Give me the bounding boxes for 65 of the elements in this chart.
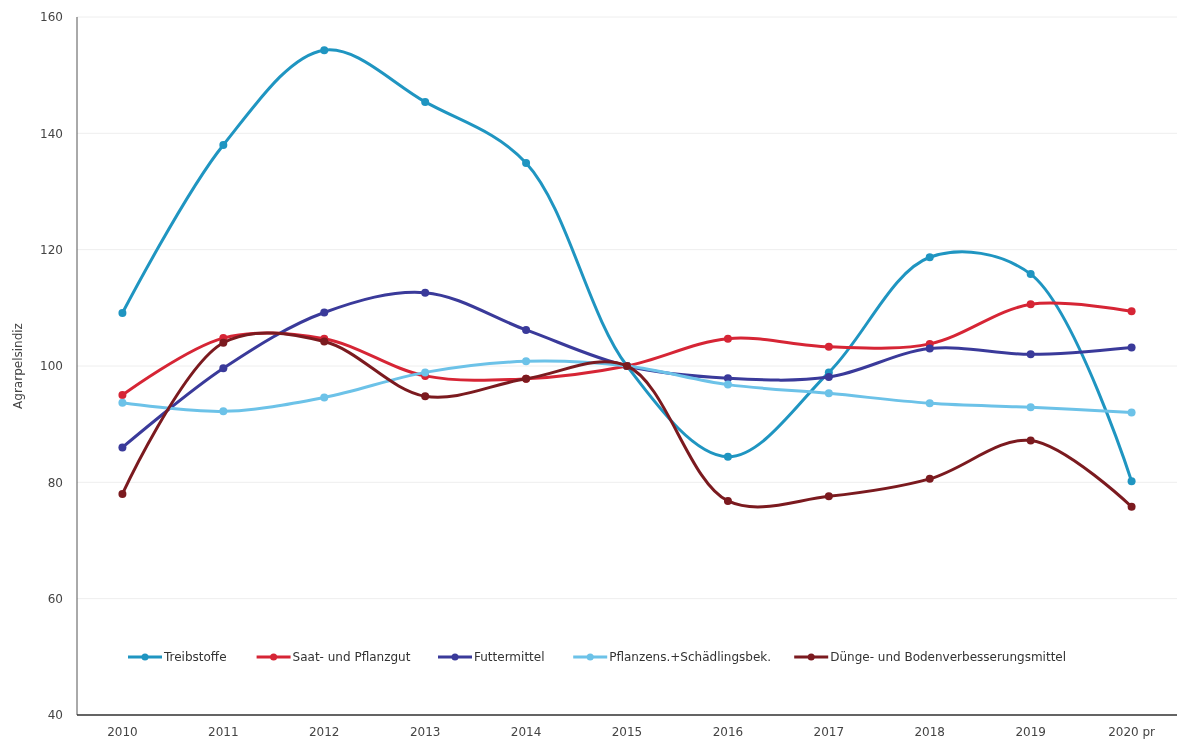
point xyxy=(925,344,934,353)
point xyxy=(723,452,732,461)
point xyxy=(925,474,934,483)
point xyxy=(522,357,531,366)
point xyxy=(219,338,228,347)
legend-label: Saat- und Pflanzgut xyxy=(292,650,411,665)
point xyxy=(1026,436,1035,445)
point xyxy=(118,398,127,407)
point xyxy=(1026,350,1035,359)
point xyxy=(320,308,329,317)
x-tick-label: 2019 xyxy=(1015,725,1046,739)
point xyxy=(219,407,228,416)
x-tick-label: 2020 pr xyxy=(1108,725,1156,739)
point xyxy=(925,399,934,408)
point xyxy=(824,342,833,351)
point xyxy=(1127,408,1136,417)
y-tick-label: 60 xyxy=(47,591,63,606)
x-tick-label: 2014 xyxy=(510,725,542,739)
x-tick-label: 2011 xyxy=(208,725,239,739)
legend-label: Futtermittel xyxy=(474,650,545,665)
y-tick-label: 100 xyxy=(40,359,63,374)
x-tick-label: 2015 xyxy=(611,725,643,739)
legend-label: Dünge- und Bodenverbesserungsmittel xyxy=(830,650,1067,665)
x-tick-label: 2018 xyxy=(914,725,946,739)
point xyxy=(723,334,732,343)
point xyxy=(824,373,833,382)
point xyxy=(118,489,127,498)
point xyxy=(1026,270,1035,279)
point xyxy=(118,443,127,452)
y-tick-label: 80 xyxy=(47,475,63,490)
point xyxy=(1026,300,1035,309)
point xyxy=(723,496,732,505)
point xyxy=(421,392,430,401)
y-tick-label: 160 xyxy=(40,10,63,25)
x-tick-label: 2010 xyxy=(107,725,138,739)
point xyxy=(320,393,329,402)
point xyxy=(421,288,430,297)
x-tick-label: 2017 xyxy=(813,725,845,739)
legend-label: Pflanzens.+Schädlingsbek. xyxy=(609,650,772,665)
y-tick-label: 140 xyxy=(40,126,63,141)
point xyxy=(320,46,329,55)
x-tick-label: 2012 xyxy=(308,725,340,739)
point xyxy=(1127,502,1136,511)
point xyxy=(1127,307,1136,316)
point xyxy=(421,97,430,106)
point xyxy=(118,391,127,400)
point xyxy=(824,492,833,501)
point xyxy=(118,309,127,318)
point xyxy=(522,159,531,167)
point xyxy=(1026,403,1035,412)
x-tick-label: 2013 xyxy=(409,725,441,739)
point xyxy=(1127,343,1136,352)
point xyxy=(723,374,732,383)
y-axis-title: Agrarpelsindiz xyxy=(11,323,25,409)
point xyxy=(219,140,228,149)
point xyxy=(723,380,732,389)
y-tick-label: 40 xyxy=(47,708,63,723)
point xyxy=(824,389,833,398)
point xyxy=(219,364,228,373)
x-tick-label: 2016 xyxy=(712,725,744,739)
point xyxy=(522,325,531,334)
legend-label: Treibstoffe xyxy=(163,650,227,665)
y-tick-label: 120 xyxy=(40,242,63,257)
point xyxy=(1127,477,1136,486)
point xyxy=(925,253,934,262)
